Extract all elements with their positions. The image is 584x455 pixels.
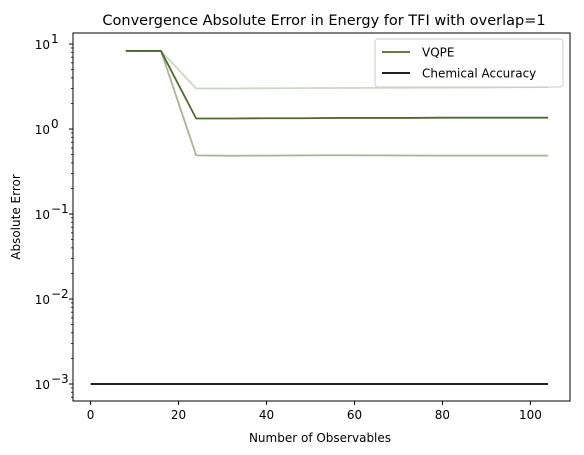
x-tick-label: 0 [87,408,95,422]
chart-title: Convergence Absolute Error in Energy for… [102,13,545,29]
legend-box [374,38,564,88]
y-tick-label: 10 [35,378,50,392]
x-tick-label: 100 [519,408,542,422]
x-tick-label: 40 [259,408,274,422]
y-tick-exponent: 0 [51,117,59,131]
x-axis-title: Number of Observables [249,431,391,445]
x-tick-label: 20 [171,408,186,422]
plot-frame [72,32,571,402]
x-tick-label: 80 [435,408,450,422]
y-tick-label: 10 [35,123,50,137]
x-tick-label: 60 [347,408,362,422]
y-tick-exponent: −2 [51,287,69,301]
y-tick-label: 10 [35,38,50,52]
legend-label: VQPE [422,46,454,60]
y-axis-title: Absolute Error [9,174,23,260]
y-tick-exponent: −1 [51,202,69,216]
y-tick-label: 10 [35,208,50,222]
y-tick-label: 10 [35,293,50,307]
legend-label: Chemical Accuracy [422,67,536,81]
series-line-run-1 [125,50,549,157]
series-group [90,50,549,385]
series-line-vqpe [125,50,549,120]
y-tick-exponent: 1 [51,32,59,46]
y-tick-exponent: −3 [51,372,69,386]
series-line-run-2 [125,50,549,90]
